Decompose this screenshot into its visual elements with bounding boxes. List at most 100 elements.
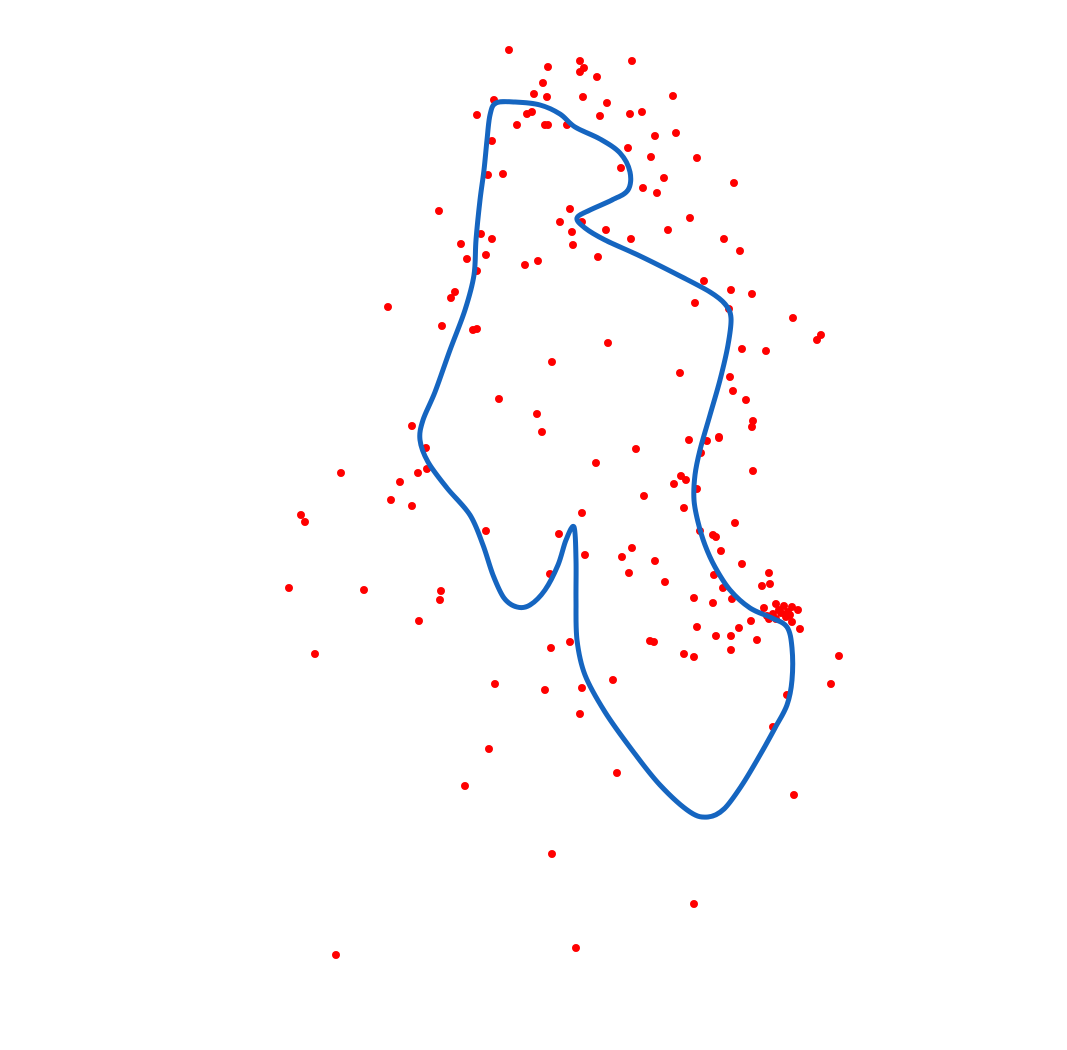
scatter-point [691, 299, 699, 307]
scatter-point [488, 137, 496, 145]
scatter-point [297, 511, 305, 519]
scatter-point [613, 769, 621, 777]
scatter-point [568, 228, 576, 236]
scatter-point [593, 73, 601, 81]
scatter-point [538, 428, 546, 436]
scatter-point [760, 604, 768, 612]
scatter-point [661, 578, 669, 586]
scatter-point [408, 502, 416, 510]
scatter-point [720, 235, 728, 243]
scatter-point [609, 676, 617, 684]
scatter-point [766, 580, 774, 588]
scatter-point [544, 63, 552, 71]
scatter-point [408, 422, 416, 430]
scatter-point [700, 277, 708, 285]
scatter-point [488, 235, 496, 243]
scatter-point [727, 286, 735, 294]
scatter-point [469, 326, 477, 334]
scatter-point [576, 57, 584, 65]
scatter-point [618, 553, 626, 561]
scatter-point [690, 594, 698, 602]
scatter-point [727, 646, 735, 654]
scatter-point [572, 944, 580, 952]
scatter-point [463, 255, 471, 263]
scatter-point [596, 112, 604, 120]
scatter-point [796, 625, 804, 633]
scatter-point [332, 951, 340, 959]
scatter-point [772, 600, 780, 608]
scatter-point [569, 241, 577, 249]
scatter-point [628, 57, 636, 65]
scatter-point [717, 547, 725, 555]
scatter-points [285, 46, 843, 959]
scatter-point [533, 410, 541, 418]
scatter-point [749, 467, 757, 475]
scatter-point [651, 557, 659, 565]
scatter-point [765, 569, 773, 577]
scatter-point [777, 609, 785, 617]
scatter-point [438, 322, 446, 330]
scatter-point [835, 652, 843, 660]
scatter-point [670, 480, 678, 488]
scatter-point [788, 618, 796, 626]
scatter-point [578, 684, 586, 692]
scatter-point [555, 530, 563, 538]
scatter-point [749, 417, 757, 425]
scatter-point [729, 387, 737, 395]
scatter-point [547, 644, 555, 652]
scatter-point [435, 207, 443, 215]
scatter-point [415, 617, 423, 625]
scatter-point [742, 396, 750, 404]
scatter-point [539, 79, 547, 87]
scatter-point [482, 251, 490, 259]
scatter-point [495, 395, 503, 403]
scatter-point [414, 469, 422, 477]
scatter-point [686, 214, 694, 222]
scatter-point [548, 850, 556, 858]
scatter-point [581, 551, 589, 559]
scatter-point [653, 189, 661, 197]
scatter-point [625, 569, 633, 577]
scatter-point [727, 632, 735, 640]
scatter-point [736, 247, 744, 255]
scatter-point [491, 680, 499, 688]
scatter-point [285, 584, 293, 592]
scatter-point [731, 519, 739, 527]
scatter-point [473, 111, 481, 119]
scatter-point [579, 93, 587, 101]
scatter-point [301, 518, 309, 526]
scatter-point [513, 121, 521, 129]
scatter-point [753, 636, 761, 644]
scatter-point [664, 226, 672, 234]
scatter-point [647, 153, 655, 161]
scatter-point [523, 110, 531, 118]
scatter-point [758, 582, 766, 590]
scatter-point [360, 586, 368, 594]
series-line [417, 99, 796, 820]
scatter-point [709, 599, 717, 607]
scatter-point [680, 650, 688, 658]
scatter-point [632, 445, 640, 453]
scatter-point [690, 653, 698, 661]
scatter-point [672, 129, 680, 137]
scatter-point [447, 294, 455, 302]
scatter-point [626, 110, 634, 118]
scatter-point [482, 527, 490, 535]
scatter-point [747, 617, 755, 625]
scatter-point [794, 606, 802, 614]
scatter-point [544, 121, 552, 129]
scatter-point [576, 68, 584, 76]
scatter-point [578, 509, 586, 517]
scatter-point [669, 92, 677, 100]
scatter-point [457, 240, 465, 248]
scatter-point [680, 504, 688, 512]
scatter-point [543, 93, 551, 101]
scatter-point [461, 782, 469, 790]
scatter-point [337, 469, 345, 477]
scatter-point [650, 638, 658, 646]
scatter-point [639, 184, 647, 192]
scatter-point [738, 560, 746, 568]
scatter-point [576, 710, 584, 718]
scatter-point [651, 132, 659, 140]
scatter-point [789, 314, 797, 322]
